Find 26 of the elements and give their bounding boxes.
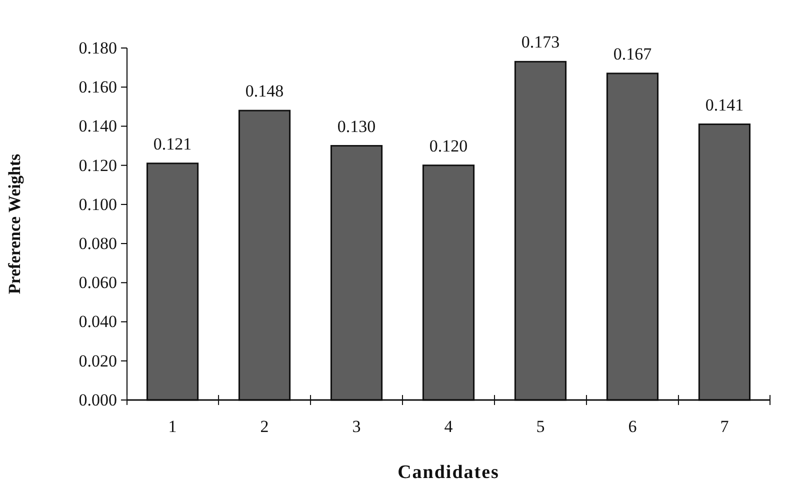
- data-label: 0.130: [337, 116, 376, 136]
- y-tick-label: 0.040: [78, 312, 117, 332]
- data-label: 0.148: [245, 82, 284, 101]
- x-tick-label: 1: [168, 417, 177, 436]
- x-tick-label: 3: [352, 417, 361, 436]
- data-label: 0.121: [153, 134, 192, 154]
- y-tick-label: 0.080: [78, 234, 117, 253]
- x-tick-label: 2: [260, 417, 269, 436]
- x-tick-label: 5: [536, 417, 545, 436]
- y-tick-label: 0.160: [78, 78, 117, 97]
- y-tick-label: 0.180: [78, 38, 117, 58]
- x-axis-title: Candidates: [398, 462, 500, 483]
- y-tick-label: 0.020: [78, 351, 117, 370]
- data-label: 0.120: [429, 136, 468, 156]
- data-label: 0.173: [521, 32, 560, 52]
- y-tick-label: 0.060: [78, 273, 117, 292]
- data-label: 0.141: [705, 95, 744, 114]
- x-tick-label: 6: [628, 417, 637, 436]
- y-tick-label: 0.100: [78, 194, 117, 214]
- x-tick-label: 4: [444, 417, 454, 436]
- x-tick-label: 7: [720, 417, 730, 436]
- y-tick-label: 0.000: [78, 390, 117, 410]
- y-tick-label: 0.140: [78, 116, 117, 136]
- y-axis-title: Preference Weights: [5, 154, 24, 294]
- data-label: 0.167: [613, 44, 652, 64]
- y-tick-label: 0.120: [78, 156, 117, 175]
